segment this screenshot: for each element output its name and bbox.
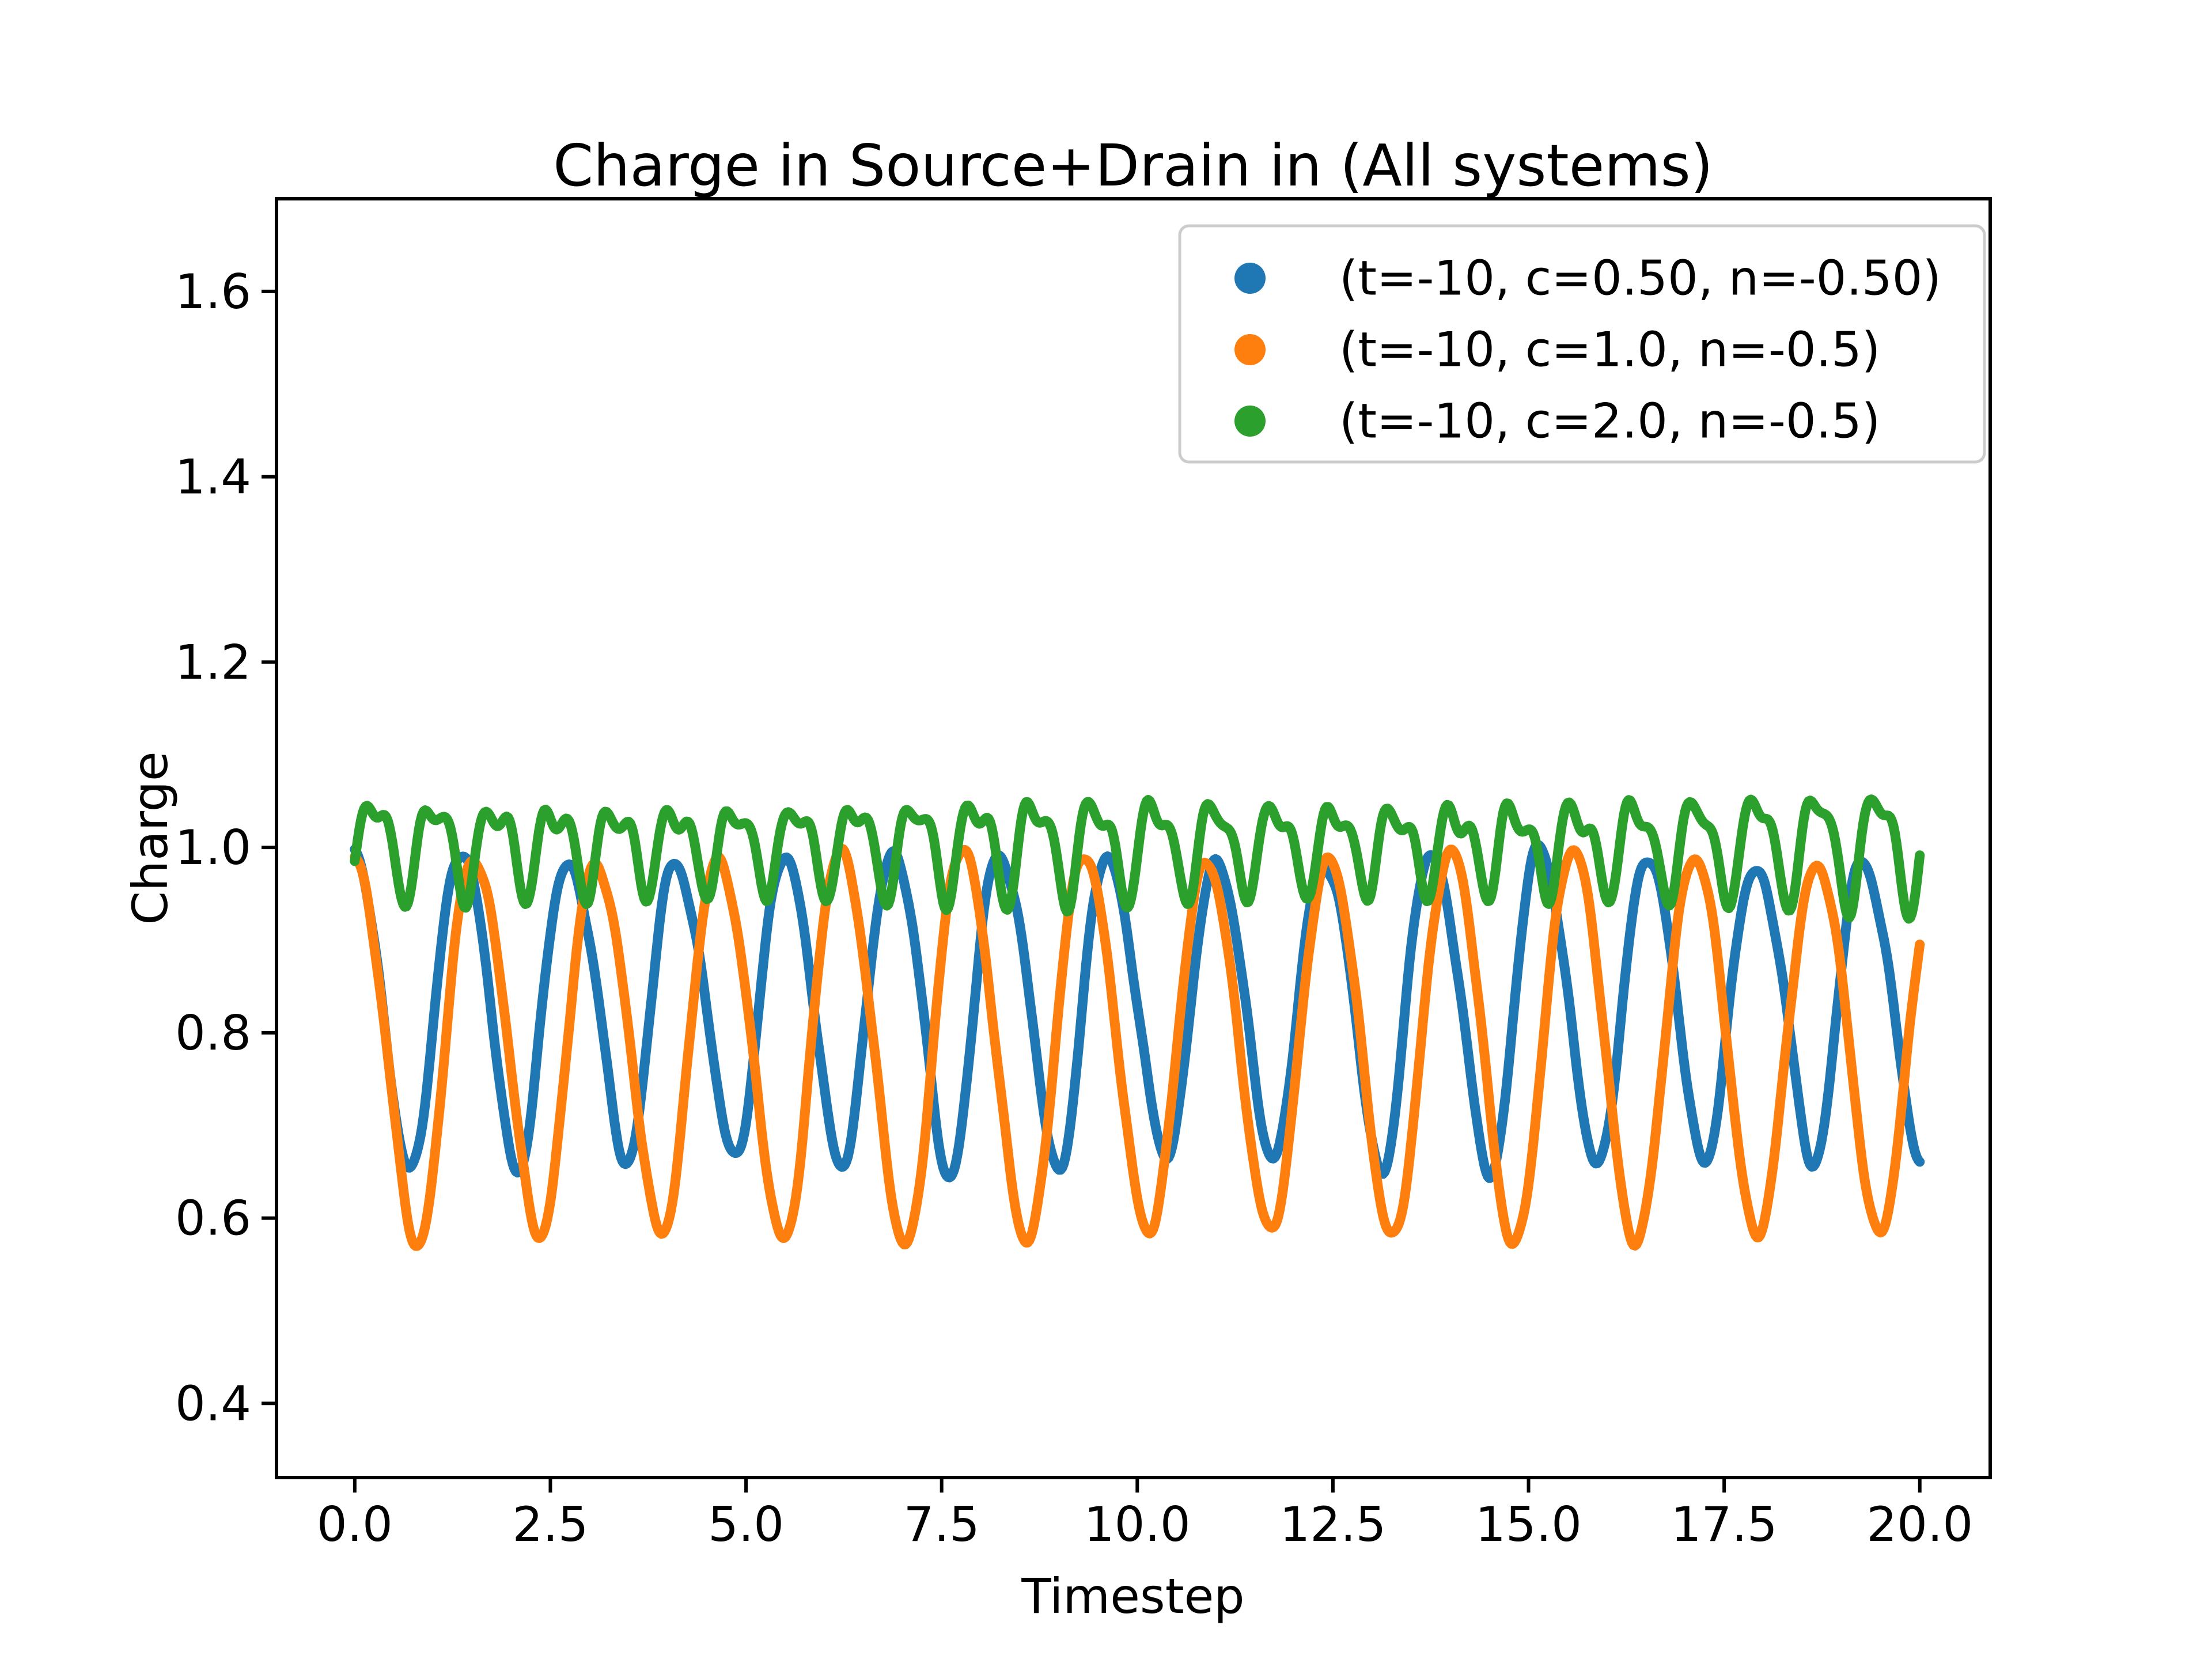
y-axis-label: Charge <box>122 751 179 925</box>
chart-title: Charge in Source+Drain in (All systems) <box>553 132 1713 199</box>
legend: (t=-10, c=0.50, n=-0.50) (t=-10, c=1.0, … <box>1178 224 1986 464</box>
x-tick-label: 15.0 <box>1475 1497 1582 1552</box>
x-tick-label: 12.5 <box>1279 1497 1386 1552</box>
x-tick-label: 5.0 <box>708 1497 784 1552</box>
legend-entry-series2: (t=-10, c=1.0, n=-0.5) <box>1339 322 1880 378</box>
legend-entry-series1: (t=-10, c=0.50, n=-0.50) <box>1339 251 1941 306</box>
plot-border <box>275 197 1992 1479</box>
y-tick-label: 0.6 <box>175 1191 251 1247</box>
y-tick-label: 0.4 <box>175 1376 251 1431</box>
legend-marker-series3 <box>1234 406 1266 437</box>
x-tick-label: 0.0 <box>317 1497 393 1552</box>
y-tick-label: 1.6 <box>175 264 251 320</box>
x-tick-label: 10.0 <box>1084 1497 1191 1552</box>
series-line-2 <box>350 843 1925 1251</box>
legend-box <box>1178 224 1986 464</box>
x-tick-label: 2.5 <box>512 1497 588 1552</box>
y-axis-ticks: 0.4 0.6 0.8 1.0 1.2 1.4 1.6 <box>175 264 276 1431</box>
x-tick-label: 7.5 <box>904 1497 980 1552</box>
legend-entry-series3: (t=-10, c=2.0, n=-0.5) <box>1339 393 1880 449</box>
x-tick-label: 20.0 <box>1866 1497 1973 1552</box>
legend-marker-series1 <box>1234 263 1266 294</box>
series-curves <box>350 794 1925 1251</box>
x-tick-label: 17.5 <box>1671 1497 1778 1552</box>
y-tick-label: 1.4 <box>175 449 251 505</box>
legend-marker-series2 <box>1234 334 1266 365</box>
x-axis-label: Timestep <box>1021 1568 1244 1624</box>
y-tick-label: 0.8 <box>175 1005 251 1061</box>
y-tick-label: 1.2 <box>175 634 251 690</box>
series-line-3 <box>350 794 1925 924</box>
y-tick-label: 1.0 <box>175 820 251 876</box>
x-axis-ticks: 0.0 2.5 5.0 7.5 10.0 12.5 15.0 17.5 20.0 <box>317 1478 1973 1552</box>
